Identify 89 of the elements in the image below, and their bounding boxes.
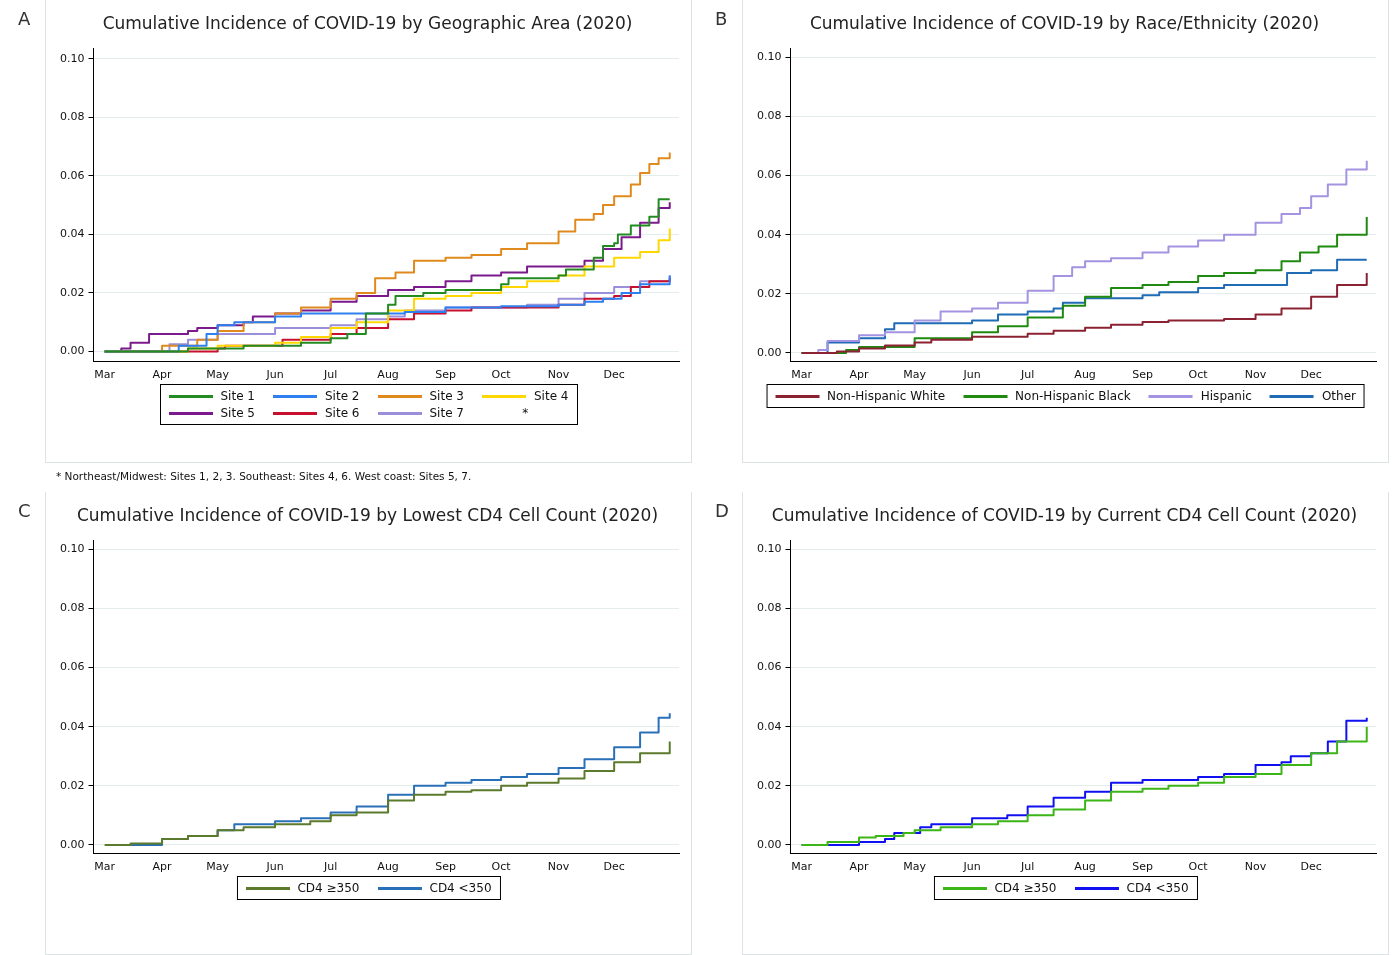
y-tick-label: 0.04 bbox=[756, 719, 782, 733]
x-tick-label: Sep bbox=[1132, 368, 1153, 382]
x-tick-label: Mar bbox=[791, 368, 813, 382]
y-tick-label: 0.00 bbox=[756, 837, 782, 851]
legend-label: Other bbox=[1321, 389, 1356, 403]
legend-label: Non-Hispanic Black bbox=[1015, 389, 1131, 403]
x-tick-label: Aug bbox=[1074, 368, 1096, 382]
x-tick-label: Mar bbox=[94, 368, 116, 382]
x-tick-label: Mar bbox=[791, 860, 813, 874]
legend-label: Site 2 bbox=[325, 389, 360, 403]
legend-label: CD4 <350 bbox=[1126, 881, 1189, 895]
x-tick-label: Nov bbox=[547, 368, 570, 382]
chart-title: Cumulative Incidence of COVID-19 by Race/Ethnicity (2020) bbox=[809, 12, 1320, 33]
legend-label: Site 1 bbox=[220, 389, 255, 403]
x-tick-label: Oct bbox=[1188, 368, 1209, 382]
text: D bbox=[715, 500, 729, 521]
y-tick-label: 0.00 bbox=[59, 837, 85, 851]
y-tick-label: 0.08 bbox=[59, 601, 85, 615]
x-tick-label: Mar bbox=[94, 860, 116, 874]
y-tick-label: 0.04 bbox=[59, 719, 85, 733]
text: C bbox=[18, 500, 31, 521]
x-tick-label: Apr bbox=[152, 368, 173, 382]
x-tick-label: May bbox=[206, 368, 230, 382]
legend-label: Site 6 bbox=[325, 406, 360, 420]
legend-label: Hispanic bbox=[1200, 389, 1252, 403]
y-tick-label: 0.10 bbox=[59, 542, 85, 556]
legend-label: Site 3 bbox=[429, 389, 464, 403]
text: B bbox=[715, 8, 728, 29]
y-tick-label: 0.08 bbox=[756, 109, 782, 123]
y-tick-label: 0.02 bbox=[59, 285, 85, 299]
text: * bbox=[521, 406, 530, 420]
chart-title: Cumulative Incidence of COVID-19 by Current CD4 Cell Count (2020) bbox=[771, 504, 1358, 525]
x-tick-label: Apr bbox=[849, 860, 870, 874]
x-tick-label: Jun bbox=[265, 368, 284, 382]
x-tick-label: Oct bbox=[491, 368, 512, 382]
y-tick-label: 0.00 bbox=[59, 344, 85, 358]
legend-label: Site 7 bbox=[429, 406, 464, 420]
legend-label: Site 5 bbox=[220, 406, 255, 420]
x-tick-label: Aug bbox=[1074, 860, 1096, 874]
y-tick-label: 0.06 bbox=[756, 168, 782, 182]
x-tick-label: Jun bbox=[962, 368, 981, 382]
y-tick-label: 0.02 bbox=[59, 778, 85, 792]
x-tick-label: Jul bbox=[1020, 860, 1035, 874]
y-tick-label: 0.02 bbox=[756, 286, 782, 300]
x-tick-label: Dec bbox=[603, 368, 625, 382]
x-tick-label: Dec bbox=[1300, 860, 1322, 874]
y-tick-label: 0.08 bbox=[756, 601, 782, 615]
x-tick-label: Nov bbox=[1244, 368, 1267, 382]
legend-label: CD4 ≥350 bbox=[297, 881, 360, 895]
x-tick-label: Sep bbox=[435, 368, 456, 382]
y-tick-label: 0.04 bbox=[59, 227, 85, 241]
x-tick-label: Oct bbox=[491, 860, 512, 874]
x-tick-label: Apr bbox=[849, 368, 870, 382]
x-tick-label: May bbox=[206, 860, 230, 874]
x-tick-label: Jun bbox=[962, 860, 981, 874]
y-tick-label: 0.02 bbox=[756, 778, 782, 792]
legend-label: Site 4 bbox=[534, 389, 569, 403]
x-tick-label: Jun bbox=[265, 860, 284, 874]
x-tick-label: May bbox=[903, 368, 927, 382]
y-tick-label: 0.06 bbox=[756, 660, 782, 674]
chart-title: Cumulative Incidence of COVID-19 by Geographic Area (2020) bbox=[102, 12, 633, 33]
legend-label: CD4 <350 bbox=[429, 881, 492, 895]
x-tick-label: Nov bbox=[1244, 860, 1267, 874]
chart-title: Cumulative Incidence of COVID-19 by Lowest CD4 Cell Count (2020) bbox=[76, 504, 659, 525]
x-tick-label: Jul bbox=[1020, 368, 1035, 382]
x-tick-label: Oct bbox=[1188, 860, 1209, 874]
y-tick-label: 0.04 bbox=[756, 227, 782, 241]
x-tick-label: Dec bbox=[603, 860, 625, 874]
x-tick-label: Apr bbox=[152, 860, 173, 874]
y-tick-label: 0.08 bbox=[59, 110, 85, 124]
text: * Northeast/Midwest: Sites 1, 2, 3. Southeast: Sites 4, 6. West coast: Sites 5, 7. bbox=[56, 470, 472, 482]
legend-label: Non-Hispanic White bbox=[827, 389, 946, 403]
y-tick-label: 0.00 bbox=[756, 345, 782, 359]
x-tick-label: Sep bbox=[435, 860, 456, 874]
y-tick-label: 0.10 bbox=[59, 51, 85, 65]
x-tick-label: Dec bbox=[1300, 368, 1322, 382]
y-tick-label: 0.10 bbox=[756, 50, 782, 64]
x-tick-label: Nov bbox=[547, 860, 570, 874]
text: A bbox=[18, 8, 31, 29]
x-tick-label: Jul bbox=[323, 368, 338, 382]
x-tick-label: Sep bbox=[1132, 860, 1153, 874]
x-tick-label: Aug bbox=[377, 368, 399, 382]
x-tick-label: May bbox=[903, 860, 927, 874]
legend-label: CD4 ≥350 bbox=[994, 881, 1057, 895]
y-tick-label: 0.06 bbox=[59, 168, 85, 182]
y-tick-label: 0.06 bbox=[59, 660, 85, 674]
y-tick-label: 0.10 bbox=[756, 542, 782, 556]
x-tick-label: Aug bbox=[377, 860, 399, 874]
x-tick-label: Jul bbox=[323, 860, 338, 874]
